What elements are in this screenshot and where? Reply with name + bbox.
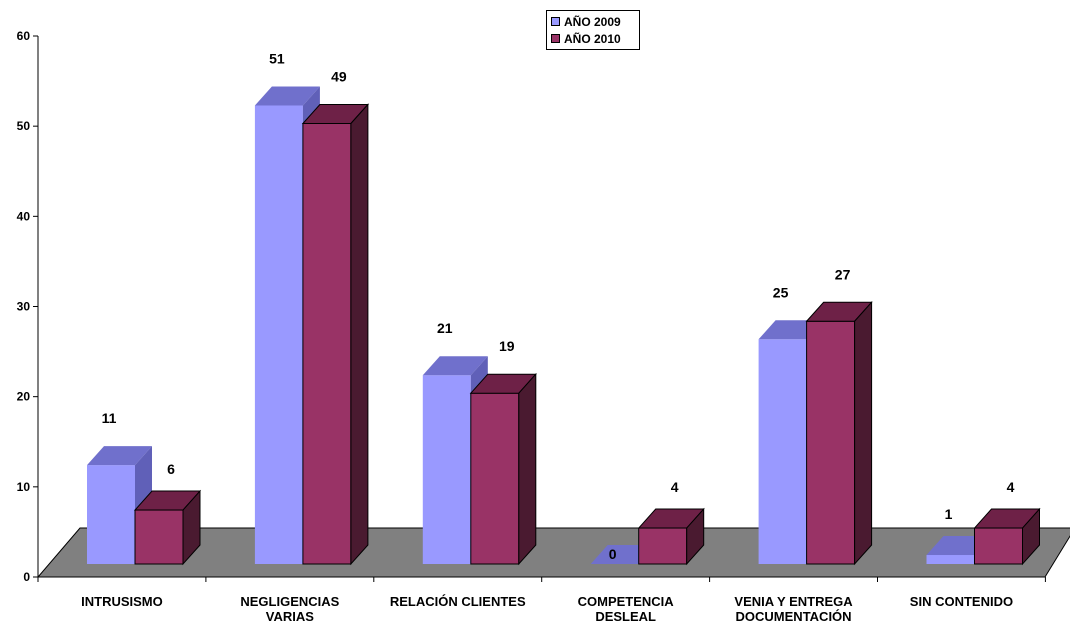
x-category-label: DOCUMENTACIÓN xyxy=(736,609,852,623)
data-label: 6 xyxy=(167,461,175,477)
x-category-label: INTRUSISMO xyxy=(81,594,163,609)
bar xyxy=(301,103,370,566)
bar-top xyxy=(87,446,152,466)
bar-front xyxy=(470,392,520,565)
data-label: 0 xyxy=(609,546,617,562)
bar-front xyxy=(422,375,471,564)
x-category-label: SIN CONTENIDO xyxy=(910,594,1013,609)
legend-label-2010: AÑO 2010 xyxy=(564,31,621,46)
bar-front xyxy=(806,320,856,565)
y-tick-label: 50 xyxy=(17,119,31,133)
y-tick-label: 60 xyxy=(17,29,31,43)
bar xyxy=(973,507,1041,566)
bar-side xyxy=(1022,507,1040,566)
bar xyxy=(637,507,705,566)
legend-item-2009: AÑO 2009 xyxy=(551,13,635,30)
legend: AÑO 2009 AÑO 2010 xyxy=(546,10,640,50)
x-category-label: NEGLIGENCIAS xyxy=(240,594,339,609)
x-category-label: COMPETENCIA xyxy=(578,594,675,609)
bar-front xyxy=(302,122,352,565)
bar xyxy=(133,489,202,566)
legend-label-2009: AÑO 2009 xyxy=(564,14,621,29)
data-label: 25 xyxy=(773,284,789,300)
bar-top xyxy=(254,86,320,106)
bar-side xyxy=(854,300,873,566)
data-label: 19 xyxy=(499,338,515,354)
bar-side xyxy=(350,103,369,566)
bar-side xyxy=(686,507,705,566)
x-category-label: DESLEAL xyxy=(595,609,656,623)
bar-front xyxy=(926,555,975,564)
legend-item-2010: AÑO 2010 xyxy=(551,30,635,47)
bars xyxy=(87,86,1041,566)
bar xyxy=(805,300,873,566)
y-tick-label: 30 xyxy=(17,300,31,314)
bar-front xyxy=(638,527,688,565)
y-tick-label: 0 xyxy=(23,570,30,584)
bar-top xyxy=(422,356,488,376)
bar-front xyxy=(134,509,184,565)
data-label: 27 xyxy=(835,266,851,282)
data-label: 49 xyxy=(331,68,347,84)
bar-front xyxy=(758,339,807,564)
bar-front xyxy=(974,527,1023,565)
y-tick-label: 40 xyxy=(17,209,31,223)
data-label: 11 xyxy=(102,410,117,426)
bar-side xyxy=(182,489,201,566)
data-label: 21 xyxy=(437,320,453,336)
data-label: 1 xyxy=(945,506,953,522)
y-tick-label: 20 xyxy=(17,390,31,404)
bar-side xyxy=(518,372,537,566)
bar-front xyxy=(87,465,135,564)
bar xyxy=(469,372,537,566)
legend-swatch-2010 xyxy=(551,34,560,43)
data-label: 4 xyxy=(671,479,679,495)
y-tick-label: 10 xyxy=(17,480,31,494)
legend-swatch-2009 xyxy=(551,17,560,26)
data-labels: 11 6 51 49 21 19 0 4 25 27 1 4 xyxy=(102,51,1015,562)
data-label: 51 xyxy=(269,51,285,67)
x-category-label: VENIA Y ENTREGA xyxy=(734,594,853,609)
bar-front xyxy=(254,105,303,564)
x-category-label: VARIAS xyxy=(266,609,314,623)
data-label: 4 xyxy=(1007,479,1015,495)
x-category-label: RELACIÓN CLIENTES xyxy=(390,594,526,609)
